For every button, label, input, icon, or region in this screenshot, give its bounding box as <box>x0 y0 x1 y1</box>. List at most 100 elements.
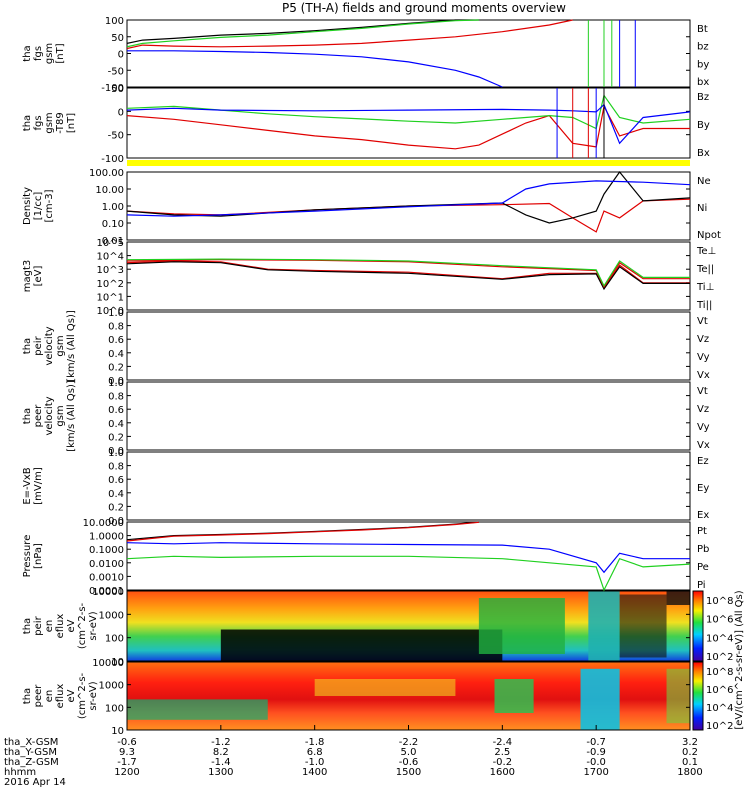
legend-Ti⊥: Ti⊥ <box>696 282 714 293</box>
y-axis-label-line: tha <box>22 115 33 131</box>
series-Npot <box>126 180 691 217</box>
colorbar-tick-label: 10^6 <box>706 685 733 696</box>
y-axis-label-line: peer <box>33 684 44 708</box>
x-tick-label: -1.4 <box>211 757 231 768</box>
y-axis-label-line: [cm-3] <box>44 189 55 222</box>
x-tick-label: -0.2 <box>493 757 513 768</box>
y-axis-label-line: [nT] <box>66 113 77 133</box>
legend-Vz: Vz <box>697 334 709 345</box>
x-tick-label: -2.2 <box>399 737 419 748</box>
y-tick-label: 100.00 <box>89 168 124 179</box>
panel-pressure: 10.0000 1.0000 0.1000 0.0100 0.0010 0.0001 Pre… <box>22 518 709 597</box>
panel-frame <box>126 87 691 159</box>
peer-spec-feature-2 <box>494 679 534 713</box>
colorbar-tick-label: 10^8 <box>706 596 733 607</box>
chart-title: P5 (TH-A) fields and ground moments over… <box>282 1 566 15</box>
y-axis-label-line: peir <box>33 615 44 635</box>
legend-Bt: Bt <box>697 24 708 35</box>
y-tick-label: 0.0 <box>108 516 124 527</box>
y-axis-label: thafgsgsm-T89[nT] <box>22 112 77 134</box>
y-tick-label: 0.0100 <box>89 559 124 570</box>
y-tick-label: 0.0010 <box>89 572 124 583</box>
x-row-label: tha_Z-GSM <box>4 757 59 768</box>
y-tick-label: 0.1000 <box>89 545 124 556</box>
peir-spec-feature-4 <box>666 591 690 605</box>
x-tick-label: 1800 <box>677 767 702 778</box>
legend-Vy: Vy <box>697 352 710 363</box>
x-tick-label: 2.5 <box>494 747 510 758</box>
x-tick-label: 5.0 <box>401 747 417 758</box>
colorbar-tick-label: 10^4 <box>706 633 733 644</box>
legend-Te⊥: Te⊥ <box>696 246 716 257</box>
y-tick-label: 0 <box>118 50 124 61</box>
y-axis-label-line: [nPa] <box>33 543 44 569</box>
x-tick-label: 1600 <box>490 767 515 778</box>
legend-Ex: Ex <box>697 510 709 521</box>
x-tick-label: 1200 <box>114 767 139 778</box>
colorbar-tick-label: 10^8 <box>706 667 733 678</box>
series-by <box>126 19 479 48</box>
y-axis-label-line: velocity <box>44 396 55 435</box>
x-row-label: tha_X-GSM <box>4 737 58 748</box>
series-Pt <box>126 521 479 541</box>
y-tick-label: -100 <box>101 83 124 94</box>
legend-by: by <box>697 59 709 70</box>
legend-Bx: Bx <box>697 148 710 159</box>
y-tick-label: 10000 <box>92 658 124 669</box>
x-tick-label: -1.8 <box>305 737 325 748</box>
y-axis-label-line: gsm <box>55 335 66 356</box>
panel-peir-spec: 10000 1000 100 10 thapeirenefluxeV(cm^2-s-sr… <box>22 587 691 668</box>
y-axis-label-line: (cm^2-s- <box>77 602 88 649</box>
y-axis-label: thapeervelocitygsm[km/s (All Qs)] <box>22 380 77 452</box>
y-axis-label-line: E=-VxB <box>22 467 33 504</box>
legend-bz: bz <box>697 42 709 53</box>
y-axis-label-line: tha <box>22 688 33 704</box>
y-axis-label-line: sr-eV) <box>88 611 99 640</box>
y-tick-label: 0.4 <box>108 419 124 430</box>
y-axis-label-line: peer <box>33 404 44 428</box>
panel-efield: 1.0 0.8 0.6 0.4 0.2 0.0 E=-VxB[mV/m] Ez Ey Ex <box>22 448 709 527</box>
y-tick-label: 1.0000 <box>89 532 124 543</box>
y-axis-label-line: fgs <box>33 115 44 130</box>
legend-Pb: Pb <box>697 544 709 555</box>
legend-Vt: Vt <box>697 386 708 397</box>
y-axis-label: thapeirenefluxeV(cm^2-s-sr-eV) <box>22 602 99 649</box>
x-row-label: 2016 Apr 14 <box>4 777 66 788</box>
colorbars: 10^8 10^6 10^4 10^2 10^8 10^6 10^4 10^2 [eV/(cm^… <box>692 590 745 732</box>
legend-Vx: Vx <box>697 440 710 451</box>
y-axis-label-line: eV <box>66 619 77 632</box>
legend-Ne: Ne <box>697 176 711 187</box>
y-axis-label-line: gsm <box>44 112 55 133</box>
series-Pe <box>126 555 691 592</box>
y-tick-label: 10^3 <box>97 265 124 276</box>
y-axis-label: Pressure[nPa] <box>22 535 44 578</box>
y-axis-label-line: [1/cc] <box>33 192 44 221</box>
peer-spec-feature-1 <box>314 679 456 696</box>
x-tick-label: 3.2 <box>682 737 698 748</box>
y-tick-label: 0.6 <box>108 335 124 346</box>
y-tick-label: 10000 <box>92 587 124 598</box>
panel-frame <box>126 451 691 521</box>
colorbar-label: [eV/(cm^2-s-sr-eV)] (All Qs) <box>734 590 745 729</box>
panel-frame <box>126 241 691 311</box>
y-axis-label-line: peir <box>33 335 44 355</box>
y-tick-label: 0 <box>118 107 124 118</box>
x-tick-label: -0.6 <box>117 737 137 748</box>
y-tick-label: 1.0 <box>108 448 124 459</box>
panel-frame <box>126 19 691 88</box>
y-tick-label: 10^5 <box>97 238 124 249</box>
x-tick-label: 1700 <box>583 767 608 778</box>
y-tick-label: 0.4 <box>108 349 124 360</box>
legend-Vz: Vz <box>697 404 709 415</box>
y-axis-label-line: -T89 <box>55 112 66 134</box>
y-axis-label-line: [eV] <box>33 266 44 287</box>
series-Bz <box>126 104 690 150</box>
y-axis-label-line: eV <box>66 689 77 702</box>
x-tick-label: -0.9 <box>586 747 606 758</box>
colorbar-tick-label: 10^2 <box>706 652 733 663</box>
x-tick-label: -1.7 <box>117 757 137 768</box>
x-tick-label: -0.7 <box>586 737 606 748</box>
x-tick-label: -0.6 <box>399 757 419 768</box>
y-axis-label: Density[1/cc][cm-3] <box>22 187 55 225</box>
